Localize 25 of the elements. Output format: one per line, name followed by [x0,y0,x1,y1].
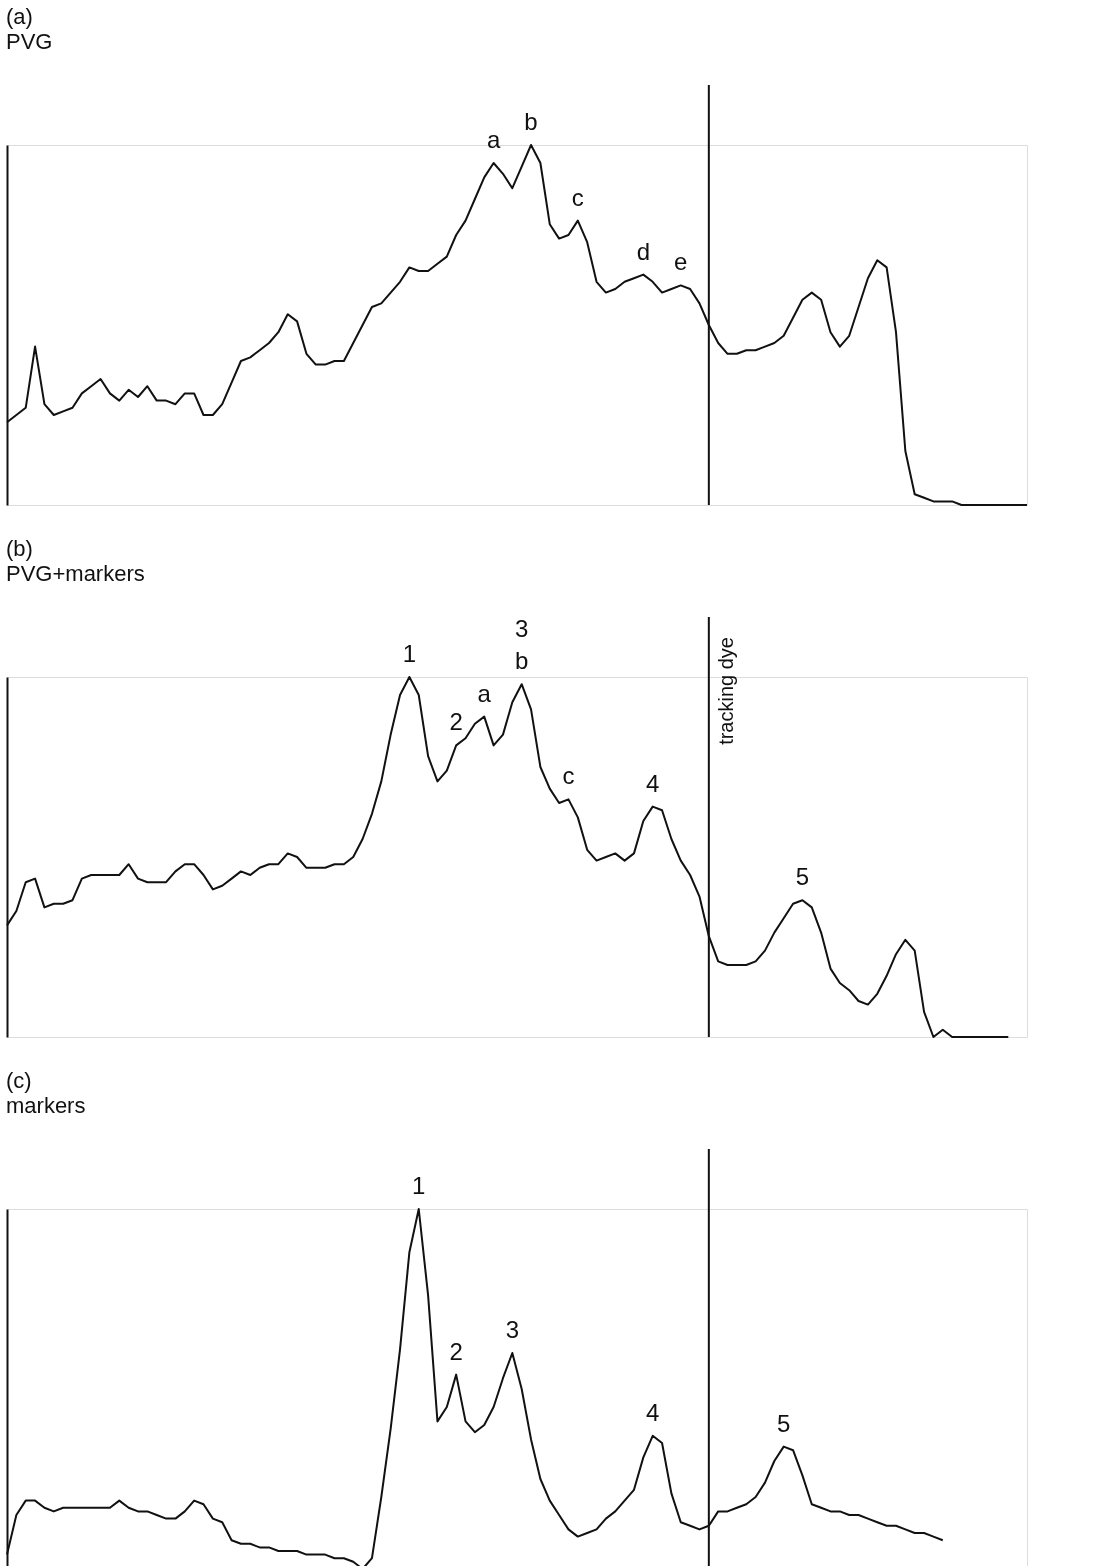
chart-subtitle: PVG+markers [6,561,145,586]
annotation: 5 [777,1409,791,1437]
annotation: d [636,237,651,265]
chart-subtitle: markers [6,1093,86,1118]
annotation: tracking dye [714,637,737,745]
chart-title: (a) [6,4,33,29]
annotation: c [571,183,584,211]
annotation: 3 [515,615,529,643]
chart-title: (c) [6,1068,32,1093]
annotation: 5 [795,863,810,891]
annotation: b [524,108,538,135]
annotation: 4 [646,769,660,797]
annotation: a [486,126,501,153]
annotation: 2 [449,1337,463,1365]
annotation: 4 [646,1398,660,1426]
chart-title: (b) [6,536,33,561]
annotation: b [515,647,529,675]
chart-subtitle: PVG [6,29,53,54]
annotation: a [477,679,492,707]
annotation: 1 [412,1172,426,1199]
annotation: 2 [449,708,463,736]
annotation: 3 [505,1316,519,1343]
annotation: e [674,248,688,276]
annotation: c [562,762,575,790]
annotation: 1 [402,640,417,667]
